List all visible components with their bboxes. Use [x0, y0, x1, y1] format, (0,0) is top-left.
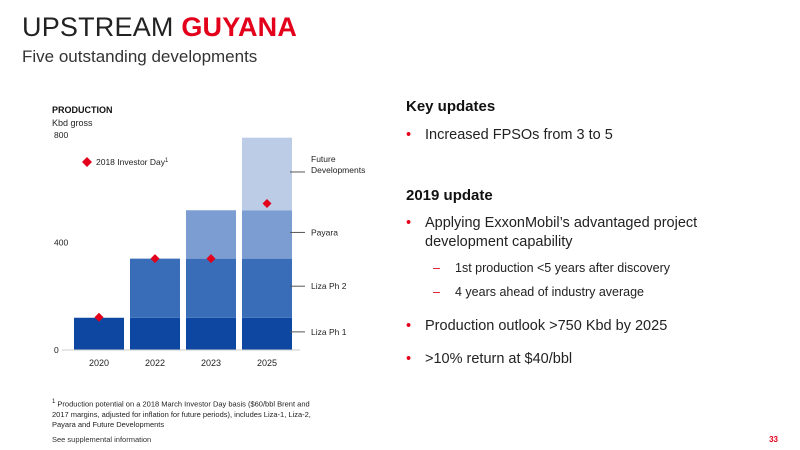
- bar-segment: [242, 137, 292, 211]
- page-subtitle: Five outstanding developments: [22, 47, 258, 66]
- footnote-mark: 1: [52, 399, 56, 405]
- y-tick-label: 800: [54, 130, 68, 140]
- production-chart: PRODUCTION Kbd gross 0 400 800 2020 2022 2023 20…: [52, 105, 365, 368]
- update-bullet-capability: Applying ExxonMobil’s advantaged project…: [406, 214, 786, 252]
- x-tick-label: 2020: [89, 358, 109, 368]
- title-guyana: GUYANA: [181, 12, 298, 42]
- key-updates-heading: Key updates: [406, 98, 496, 115]
- bar-segment: [242, 258, 292, 318]
- investor-day-marker: [94, 312, 104, 322]
- bar-segment: [130, 317, 180, 350]
- bar-segment: [242, 210, 292, 259]
- investor-day-marker: [206, 254, 216, 264]
- legend-superscript: 1: [165, 158, 169, 164]
- series-label: Liza Ph 2: [311, 281, 347, 291]
- sub-bullet-ahead: 4 years ahead of industry average: [406, 284, 786, 300]
- series-label: Liza Ph 1: [311, 327, 347, 337]
- sub-bullet-first-production: 1st production <5 years after discovery: [406, 260, 786, 276]
- supplemental-note: See supplemental information: [52, 435, 152, 444]
- bar-segment: [242, 317, 292, 350]
- page-title: UPSTREAM GUYANA: [22, 12, 297, 43]
- update-bullet-outlook: Production outlook >750 Kbd by 2025: [406, 317, 786, 336]
- y-tick-label: 400: [54, 238, 68, 248]
- series-label: Payara: [311, 227, 338, 237]
- footnote-text: Production potential on a 2018 March Inv…: [52, 399, 311, 429]
- bar-segment: [74, 317, 124, 350]
- x-tick-label: 2023: [201, 358, 221, 368]
- investor-day-marker: [150, 254, 160, 264]
- bar-segment: [186, 258, 236, 318]
- key-points-panel: Key updates Increased FPSOs from 3 to 5 …: [406, 98, 786, 369]
- legend-investor-day: 2018 Investor Day1: [96, 157, 169, 167]
- bar-segment: [186, 317, 236, 350]
- bar-segment: [186, 210, 236, 259]
- footnote: 1 Production potential on a 2018 March I…: [52, 397, 312, 430]
- title-upstream: UPSTREAM: [22, 12, 174, 42]
- update-bullet-return: >10% return at $40/bbl: [406, 350, 786, 369]
- y-axis-label: Kbd gross: [52, 118, 93, 128]
- investor-day-marker: [262, 199, 272, 209]
- y-tick-label: 0: [54, 345, 59, 355]
- series-label: Developments: [311, 165, 365, 175]
- bar-segment: [130, 258, 180, 318]
- series-label: Future: [311, 154, 336, 164]
- key-bullet: Increased FPSOs from 3 to 5: [406, 126, 786, 145]
- legend-investor-day-text: 2018 Investor Day: [96, 157, 166, 167]
- update-bullet-line2: development capability: [425, 234, 573, 250]
- x-tick-label: 2022: [145, 358, 165, 368]
- update-heading: 2019 update: [406, 187, 493, 204]
- legend-marker: [82, 157, 92, 167]
- chart-title: PRODUCTION: [52, 105, 113, 115]
- x-tick-label: 2025: [257, 358, 277, 368]
- update-bullet-line1: Applying ExxonMobil’s advantaged project: [425, 215, 698, 231]
- page-number: 33: [769, 435, 778, 444]
